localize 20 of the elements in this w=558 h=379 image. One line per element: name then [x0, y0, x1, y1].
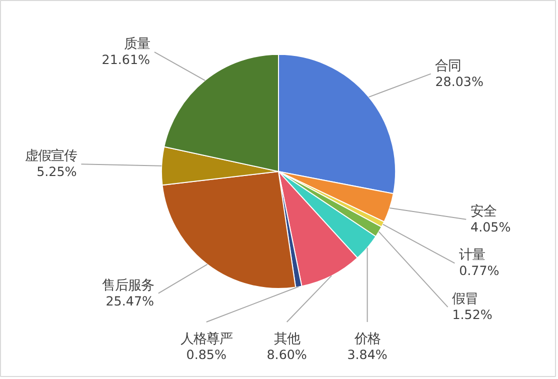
data-label: 4.05% [470, 219, 511, 234]
data-label: 25.47% [106, 293, 154, 308]
slice-label: 价格 [353, 332, 380, 347]
slice-label: 假冒 [452, 292, 478, 308]
slice-label: 合同 [435, 58, 462, 74]
data-label: 5.25% [36, 164, 77, 180]
data-label: 1.52% [452, 307, 492, 322]
slice-label: 售后服务 [102, 278, 154, 294]
data-label: 28.03% [435, 74, 484, 89]
data-label: 0.85% [186, 346, 226, 362]
data-label: 0.77% [459, 263, 500, 278]
slice-label: 虚假宣传 [24, 148, 77, 164]
slice-label: 安全 [470, 203, 497, 220]
data-label: 21.61% [102, 52, 150, 68]
slice-label: 质量 [124, 37, 150, 52]
data-label: 8.60% [266, 346, 307, 362]
slice-label: 人格尊严 [180, 332, 232, 347]
data-label: 3.84% [347, 346, 388, 362]
slice-label: 计量 [459, 248, 486, 264]
slice-label: 其他 [274, 332, 300, 347]
